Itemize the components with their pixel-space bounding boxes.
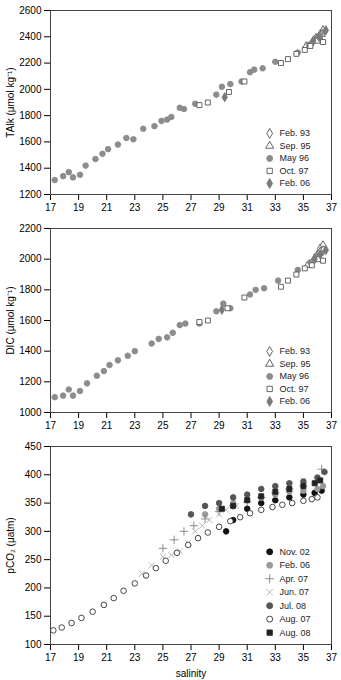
svg-text:TAlk (μmol kg⁻¹): TAlk (μmol kg⁻¹)	[5, 67, 16, 137]
svg-text:29: 29	[214, 420, 226, 431]
svg-text:Oct. 97: Oct. 97	[280, 166, 309, 176]
svg-text:1400: 1400	[19, 162, 42, 173]
svg-text:29: 29	[214, 202, 226, 213]
svg-text:27: 27	[185, 202, 197, 213]
svg-text:21: 21	[101, 652, 113, 663]
svg-text:27: 27	[185, 652, 197, 663]
svg-text:Jul. 08: Jul. 08	[280, 601, 307, 611]
svg-text:Feb. 06: Feb. 06	[280, 178, 311, 188]
svg-text:35: 35	[298, 420, 310, 431]
svg-text:31: 31	[242, 652, 254, 663]
svg-text:23: 23	[129, 652, 141, 663]
svg-text:Aug. 08: Aug. 08	[280, 628, 311, 638]
svg-text:1800: 1800	[19, 110, 42, 121]
svg-text:19: 19	[73, 202, 85, 213]
svg-text:33: 33	[270, 202, 282, 213]
svg-text:37: 37	[326, 652, 338, 663]
svg-text:23: 23	[129, 420, 141, 431]
svg-text:250: 250	[25, 554, 42, 565]
svg-text:1600: 1600	[19, 315, 42, 326]
svg-text:17: 17	[45, 652, 57, 663]
svg-text:19: 19	[73, 420, 85, 431]
svg-text:Oct. 97: Oct. 97	[280, 384, 309, 394]
svg-text:1600: 1600	[19, 136, 42, 147]
svg-text:450: 450	[25, 441, 42, 452]
svg-text:31: 31	[242, 420, 254, 431]
svg-text:35: 35	[298, 652, 310, 663]
svg-text:Sep. 95: Sep. 95	[280, 141, 311, 151]
svg-text:23: 23	[129, 202, 141, 213]
svg-text:Feb. 93: Feb. 93	[280, 128, 311, 138]
svg-text:27: 27	[185, 420, 197, 431]
svg-text:May 96: May 96	[280, 371, 310, 381]
svg-text:1200: 1200	[19, 376, 42, 387]
svg-text:Sep. 95: Sep. 95	[280, 359, 311, 369]
svg-text:200: 200	[25, 582, 42, 593]
svg-text:Feb. 06: Feb. 06	[280, 560, 311, 570]
svg-text:25: 25	[157, 652, 169, 663]
svg-text:33: 33	[270, 652, 282, 663]
svg-text:2000: 2000	[19, 84, 42, 95]
svg-text:350: 350	[25, 497, 42, 508]
svg-text:Nov. 02: Nov. 02	[280, 547, 310, 557]
svg-text:300: 300	[25, 526, 42, 537]
svg-text:29: 29	[214, 652, 226, 663]
svg-text:2000: 2000	[19, 253, 42, 264]
svg-text:37: 37	[326, 420, 338, 431]
svg-text:Jun. 07: Jun. 07	[280, 587, 310, 597]
svg-text:100: 100	[25, 639, 42, 650]
svg-text:35: 35	[298, 202, 310, 213]
svg-text:21: 21	[101, 420, 113, 431]
svg-text:21: 21	[101, 202, 113, 213]
svg-text:1200: 1200	[19, 189, 42, 200]
svg-text:17: 17	[45, 420, 57, 431]
svg-text:33: 33	[270, 420, 282, 431]
svg-text:Feb. 06: Feb. 06	[280, 396, 311, 406]
svg-text:salinity: salinity	[176, 668, 207, 679]
svg-text:31: 31	[242, 202, 254, 213]
svg-text:400: 400	[25, 469, 42, 480]
svg-text:2600: 2600	[19, 5, 42, 16]
svg-text:1000: 1000	[19, 407, 42, 418]
svg-text:25: 25	[157, 420, 169, 431]
svg-text:19: 19	[73, 652, 85, 663]
svg-text:1400: 1400	[19, 345, 42, 356]
svg-text:pCO₂ (μatm): pCO₂ (μatm)	[5, 517, 16, 573]
svg-text:2200: 2200	[19, 223, 42, 234]
svg-text:Aug. 07: Aug. 07	[280, 614, 311, 624]
svg-text:May 96: May 96	[280, 153, 310, 163]
svg-text:Feb. 93: Feb. 93	[280, 346, 311, 356]
svg-text:25: 25	[157, 202, 169, 213]
svg-text:2200: 2200	[19, 57, 42, 68]
svg-text:17: 17	[45, 202, 57, 213]
svg-text:1800: 1800	[19, 284, 42, 295]
svg-text:2400: 2400	[19, 31, 42, 42]
svg-text:150: 150	[25, 610, 42, 621]
svg-text:DIC (μmol kg⁻¹): DIC (μmol kg⁻¹)	[5, 286, 16, 354]
svg-text:Apr. 07: Apr. 07	[280, 574, 309, 584]
svg-text:37: 37	[326, 202, 338, 213]
